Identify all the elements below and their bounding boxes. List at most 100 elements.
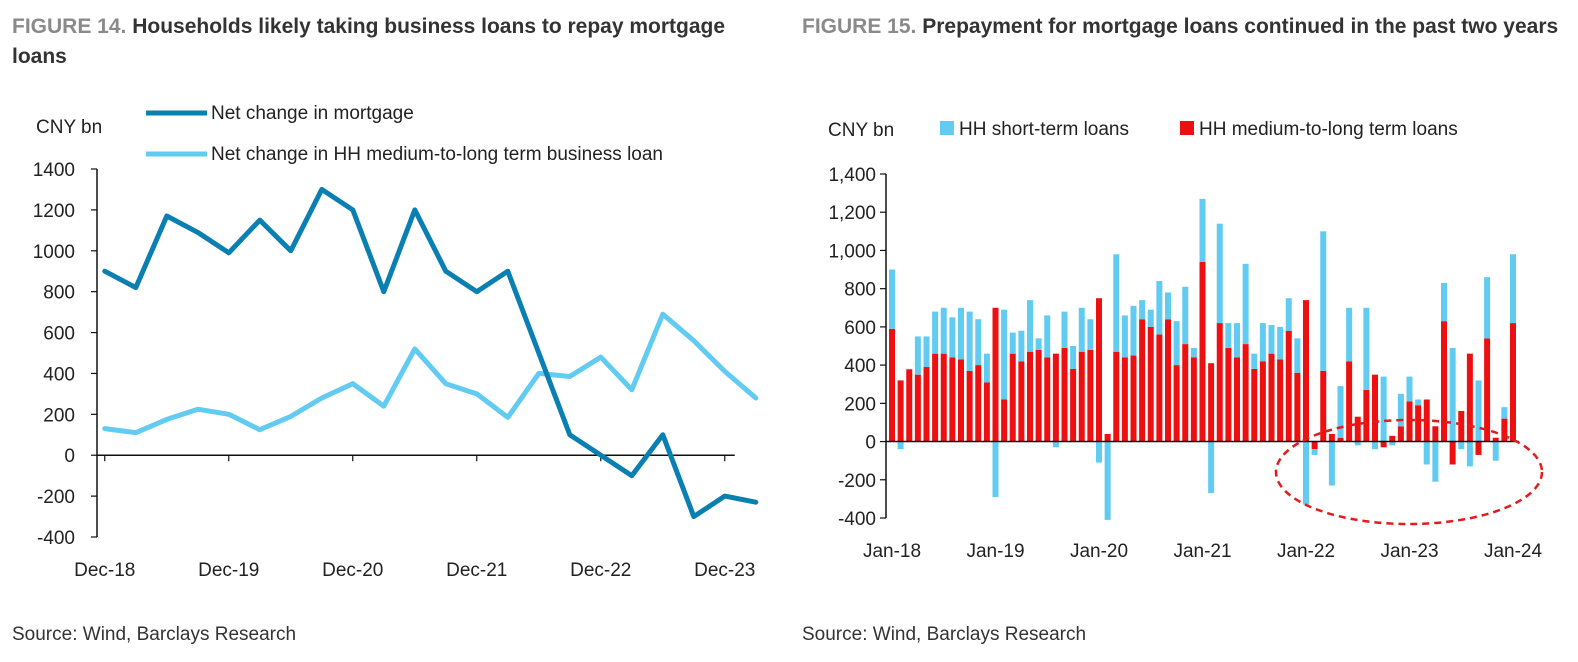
left-y-tick-label: 0 [64,446,75,467]
bar-short-term [1061,311,1068,348]
bar-medium-term [1001,399,1008,442]
bar-medium-term [1182,344,1189,442]
figure-14-number: FIGURE 14. [12,15,127,38]
bar-medium-term [1147,326,1154,442]
bar-short-term [1208,441,1215,494]
right-legend: HH short-term loans HH medium-to-long te… [940,119,1458,140]
bar-short-term [1078,307,1085,352]
left-y-tick-label: 1400 [33,160,75,181]
left-y-tick-label: 600 [43,324,75,345]
bar-medium-term [1510,323,1516,442]
legend-label-short: HH short-term loans [959,119,1129,140]
bar-short-term [1173,321,1180,366]
bar-medium-term [1173,365,1180,442]
legend-label-mortgage: Net change in mortgage [211,103,414,124]
figure-14-title-text: Households likely taking business loans … [12,15,726,68]
bar-medium-term [1363,389,1370,442]
bar-medium-term [1466,353,1473,442]
bar-short-term [940,307,947,354]
bar-short-term [1225,323,1232,348]
right-y-tick-label: 400 [844,356,876,377]
bar-short-term [992,441,999,497]
bar-short-term [1363,307,1370,390]
right-x-tick-label: Jan-24 [1484,541,1543,562]
right-y-tick-label: 800 [844,280,876,301]
bar-medium-term [1303,300,1309,442]
bar-short-term [1165,292,1171,320]
bar-medium-term [1259,361,1266,442]
bar-short-term [1458,441,1465,450]
left-y-tick-label: 800 [43,283,75,304]
right-y-tick-label: -200 [838,471,876,492]
right-x-tick-label: Jan-19 [966,541,1024,562]
bar-medium-term [1044,357,1051,442]
bar-medium-term [1380,441,1387,448]
bar-short-term [1303,441,1309,505]
bar-medium-term [923,367,930,442]
bar-medium-term [1294,372,1301,442]
legend-label-medium: HH medium-to-long term loans [1199,119,1458,140]
right-x-tick-label: Jan-21 [1173,541,1231,562]
bar-medium-term [1484,338,1491,442]
right-y-tick-label: 600 [844,318,876,339]
bar-short-term [906,368,913,370]
bar-medium-term [1130,355,1137,442]
bar-medium-term [1113,351,1120,442]
bar-short-term [1328,441,1335,486]
bar-medium-term [1165,319,1171,442]
bar-medium-term [1432,426,1439,442]
bar-medium-term [1277,359,1284,442]
right-x-tick-label: Jan-20 [1070,541,1128,562]
bar-short-term [889,269,895,329]
left-y-tick-label: 400 [43,364,75,385]
left-y-tick-label: 1200 [33,201,75,222]
bar-short-term [1406,376,1413,402]
bar-short-term [983,353,990,383]
bar-medium-term [906,368,913,442]
bar-short-term [1096,441,1102,463]
bar-medium-term [932,353,939,442]
bar-short-term [1234,323,1240,358]
bar-medium-term [1225,347,1232,442]
bar-short-term [1147,309,1154,327]
bar-short-term [1380,376,1387,442]
left-y-tick-label: -400 [37,528,75,549]
bar-medium-term [1078,351,1085,442]
right-y-tick-label: 0 [865,433,876,454]
bar-short-term [897,441,904,450]
bar-medium-term [1501,418,1508,442]
figure-14-source: Source: Wind, Barclays Research [12,624,297,645]
bar-short-term [1121,315,1128,358]
bar-medium-term [966,370,973,442]
bar-short-term [1087,319,1094,350]
bar-short-term [1423,441,1430,465]
right-x-tick-label: Jan-23 [1380,541,1438,562]
bar-medium-term [1251,368,1258,442]
bar-medium-term [889,328,895,442]
bar-short-term [1449,347,1456,442]
bar-medium-term [1070,368,1077,442]
bar-short-term [1259,323,1266,362]
figure-15-number: FIGURE 15. [802,15,917,38]
bar-short-term [1510,254,1516,324]
bar-short-term [1466,441,1473,467]
bar-short-term [1397,393,1404,427]
left-legend: Net change in mortgage Net change in HH … [146,103,663,165]
bar-medium-term [1458,410,1465,442]
bar-medium-term [1242,344,1249,442]
right-y-tick-label: -400 [838,509,876,530]
bar-short-term [1139,300,1146,320]
bar-short-term [1044,315,1051,358]
figure-15-title-text: Prepayment for mortgage loans continued … [922,15,1559,38]
left-x-tick-label: Dec-19 [198,560,259,581]
bar-medium-term [1415,405,1422,442]
figure-15-title: FIGURE 15. Prepayment for mortgage loans… [802,12,1562,42]
bar-medium-term [1372,374,1378,442]
bar-short-term [1190,347,1197,358]
bar-medium-term [1027,351,1033,442]
bar-short-term [1035,338,1042,350]
bar-medium-term [1354,416,1361,442]
bar-medium-term [1328,433,1335,442]
bar-medium-term [1337,437,1344,442]
bar-short-term [958,307,964,360]
